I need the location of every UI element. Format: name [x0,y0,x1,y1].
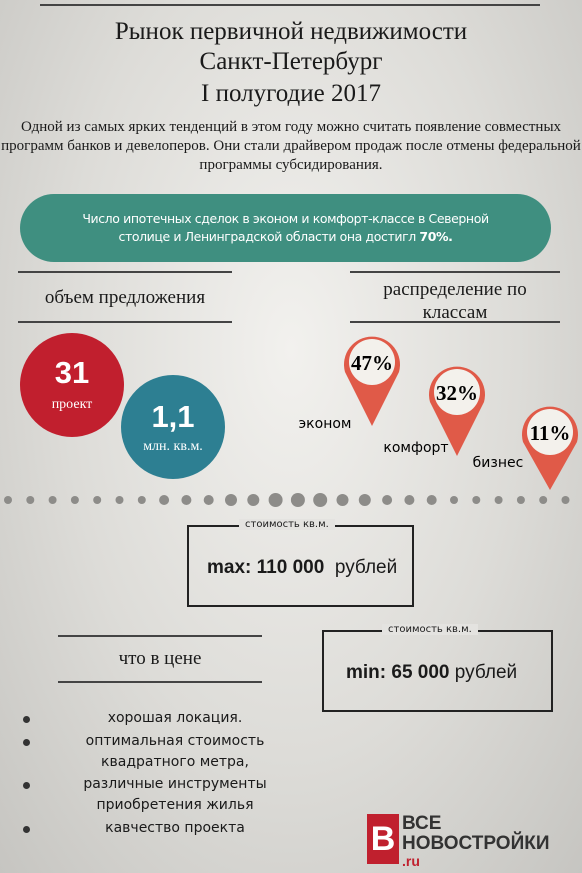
banner-text: Число ипотечных сделок в эконом и комфор… [82,211,489,244]
stat-circle: 31 проект [20,333,124,437]
section-title: объем предложения [44,287,206,308]
logo-mark: В [367,814,399,864]
rule [58,635,262,637]
stat-value: 1,1 [151,399,195,434]
stat-value: 31 [54,355,90,390]
class-label: комфорт [383,440,448,456]
list-item: различные инструменты [23,776,305,792]
pin-value: 11% [530,421,571,445]
dot [382,495,393,505]
section-title: что в цене [118,648,202,669]
dot [561,496,570,504]
rule [350,271,560,273]
rule [350,321,560,323]
dot-row [4,493,570,507]
dot [137,496,146,504]
banner-highlight: 70%. [419,229,453,244]
dot [426,495,437,505]
stat-circle: 1,1 млн. кв.м. [121,375,225,479]
price-box: стоимость кв.м. min: 65 000 рублей [322,624,553,712]
section-title: распределение по [383,279,527,300]
pin: 47% [344,336,400,426]
logo-line: НОВОСТРОЙКИ [402,833,550,854]
dot [358,494,371,506]
pin-value: 47% [351,351,393,375]
list-item: приобретения жилья [45,797,305,813]
dot [115,496,124,504]
stat-unit: проект [51,397,93,412]
list-text: кавчество проекта [105,820,245,836]
logo-suffix: .ru [402,853,420,869]
rule [18,271,232,273]
banner: Число ипотечных сделок в эконом и комфор… [20,194,551,262]
price-unit: рублей [454,662,518,683]
dot [225,494,237,506]
stat-unit: млн. кв.м. [143,439,203,454]
dot [159,495,170,505]
price-label: max: [207,557,252,578]
dot [336,494,349,506]
pin: 11% [522,406,578,490]
class-label: эконом [299,416,352,432]
dot [404,495,415,505]
list-text: различные инструменты [83,776,267,792]
price-amount: 110 000 [256,557,325,578]
price-label: min: [346,662,387,683]
section-title: классам [422,302,488,323]
intro: Одной из самых ярких тенденций в этом го… [1,119,581,173]
list-item: кавчество проекта [23,820,305,836]
dot [93,496,102,504]
list-text: приобретения жилья [96,797,254,813]
title-line: Санкт-Петербург [199,48,383,75]
pin: 32% [429,366,486,456]
list-text: оптимальная стоимость [85,733,265,749]
dot [472,496,481,504]
dot [70,496,79,504]
logo-line: ВСЕ [402,813,442,834]
dot [181,495,192,505]
dot [268,493,283,507]
rule [18,321,232,323]
price-unit: рублей [334,557,398,578]
list-text: квадратного метра, [101,754,249,770]
title-line: Рынок первичной недвижимости [114,18,468,45]
logo-text: ВСЕ НОВОСТРОЙКИ .ru [402,813,550,869]
dot [290,493,305,507]
rule [40,4,540,6]
dot [516,496,525,504]
title-line: I полугодие 2017 [201,80,381,107]
price-caption: стоимость кв.м. [239,519,335,530]
dot [48,496,57,504]
dot [313,493,328,507]
price-box: стоимость кв.м. max: 110 000 рублей [187,519,414,607]
rule [58,681,262,683]
dot [26,496,35,504]
dot [247,494,260,506]
price-amount: 65 000 [391,662,450,683]
dot [539,496,548,504]
dot [450,496,458,504]
pin-value: 32% [436,381,478,405]
list-item: хорошая локация. [23,710,305,726]
class-label: бизнес [473,455,524,471]
dot [494,496,503,504]
list-text: хорошая локация. [107,710,243,726]
price-caption: стоимость кв.м. [382,624,478,635]
list-item: квадратного метра, [45,754,305,770]
dot [203,495,214,505]
dot [4,496,12,504]
list-item: оптимальная стоимость [23,733,305,749]
